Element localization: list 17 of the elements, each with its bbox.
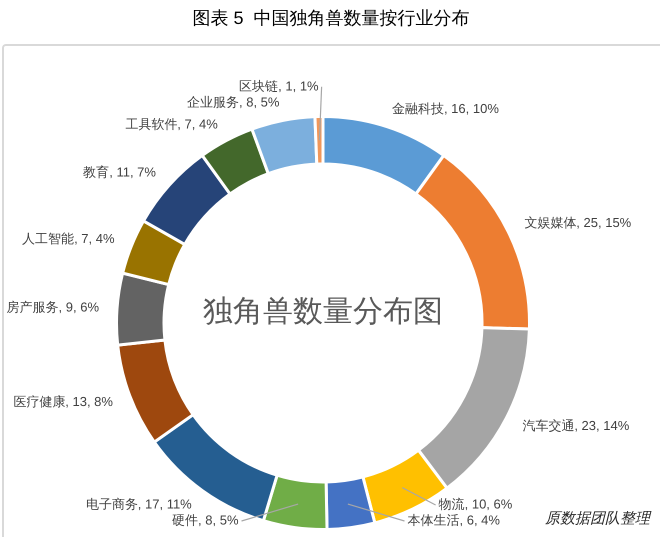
slice-label: 工具软件, 7, 4% <box>125 116 218 132</box>
slice-label: 汽车交通, 23, 14% <box>522 418 630 433</box>
text: 原数据团队整理 <box>545 510 652 528</box>
slice-label: 硬件, 8, 5% <box>172 512 239 528</box>
slice-label: 房产服务, 9, 6% <box>6 299 100 314</box>
slice-label: 电子商务, 17, 11% <box>86 496 192 512</box>
slice-label: 文娱媒体, 25, 15% <box>524 215 632 230</box>
chart-title: 图表 5 中国独角兽数量按行业分布 <box>191 7 470 30</box>
slice-label: 本体生活, 6, 4% <box>407 512 500 528</box>
slice-label: 物流, 10, 6% <box>438 496 513 512</box>
slice-label: 区块链, 1, 1% <box>239 78 320 94</box>
slice-label: 企业服务, 8, 5% <box>187 94 280 110</box>
slice-label: 金融科技, 16, 10% <box>392 100 500 116</box>
text: 独角兽数量分布图 <box>203 294 443 328</box>
slice-label: 教育, 11, 7% <box>83 164 156 180</box>
slice-label: 人工智能, 7, 4% <box>22 231 115 246</box>
slice-label: 医疗健康, 13, 8% <box>13 394 114 409</box>
